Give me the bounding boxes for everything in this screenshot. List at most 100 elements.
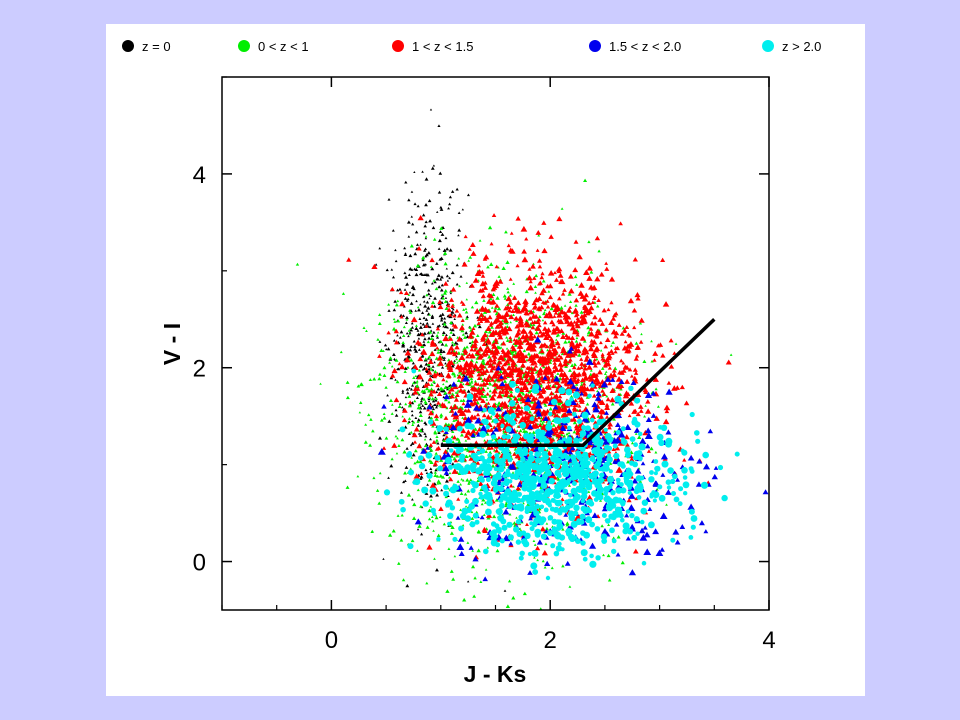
data-point (589, 521, 595, 528)
data-point (437, 299, 443, 304)
data-point (623, 339, 628, 344)
data-point (613, 452, 620, 460)
data-point (485, 432, 490, 436)
data-point (420, 348, 427, 354)
data-point (601, 307, 607, 313)
data-point (401, 407, 408, 413)
data-point (494, 264, 499, 269)
data-point (431, 365, 435, 368)
data-point (415, 263, 421, 268)
data-point (522, 409, 530, 415)
data-point (594, 526, 601, 532)
data-point (624, 451, 632, 459)
data-point (502, 439, 507, 445)
data-point (589, 270, 594, 274)
data-point (600, 428, 607, 434)
data-point (495, 405, 502, 412)
data-point (544, 526, 549, 531)
data-point (599, 349, 603, 352)
data-point (523, 432, 530, 440)
data-point (589, 372, 597, 378)
data-point (589, 413, 597, 420)
data-point (387, 309, 391, 312)
data-point (439, 349, 443, 354)
data-point (442, 522, 446, 526)
data-point (429, 494, 433, 498)
data-point (553, 393, 560, 398)
data-point (421, 486, 429, 494)
data-point (439, 226, 444, 230)
data-point (501, 462, 506, 467)
data-point (590, 300, 595, 305)
data-point (417, 368, 421, 372)
data-point (552, 357, 558, 362)
data-point (453, 374, 457, 378)
data-point (416, 423, 421, 427)
data-point (442, 335, 449, 342)
data-point (429, 467, 433, 471)
data-point (660, 472, 666, 477)
data-point (563, 339, 568, 344)
data-point (448, 337, 453, 341)
data-point (593, 450, 600, 457)
data-point (613, 333, 619, 339)
data-point (483, 254, 490, 260)
data-point (475, 460, 481, 465)
data-point (535, 319, 541, 324)
data-point (464, 310, 469, 314)
data-point (544, 344, 550, 349)
data-point (450, 286, 457, 292)
data-point (487, 357, 494, 363)
data-point (644, 427, 652, 434)
data-point (446, 446, 450, 450)
data-point (527, 355, 534, 362)
data-point (506, 503, 513, 510)
data-point (529, 526, 535, 532)
data-point (494, 453, 500, 459)
data-point (584, 418, 590, 423)
data-point (506, 325, 513, 332)
data-point (443, 320, 447, 324)
data-point (613, 311, 619, 316)
data-point (582, 320, 587, 325)
data-point (605, 394, 609, 398)
data-point (632, 454, 639, 461)
data-point (468, 255, 473, 259)
data-point (538, 367, 544, 373)
data-point (493, 306, 498, 310)
data-point (428, 219, 433, 223)
data-point (546, 368, 554, 375)
data-point (536, 451, 542, 457)
data-point (457, 439, 462, 444)
data-point (594, 381, 600, 386)
data-point (591, 512, 599, 519)
data-point (378, 471, 382, 475)
data-point (625, 467, 632, 474)
data-point (480, 369, 487, 375)
data-point (418, 428, 423, 433)
data-point (552, 347, 559, 354)
data-point (403, 370, 407, 373)
data-point (372, 377, 377, 381)
data-point (595, 360, 602, 365)
data-point (437, 124, 441, 128)
data-point (488, 394, 492, 397)
data-point (409, 345, 413, 348)
data-point (460, 328, 465, 333)
data-point (541, 319, 545, 322)
data-point (480, 502, 484, 506)
data-point (479, 487, 484, 491)
data-point (517, 375, 524, 381)
data-point (665, 503, 668, 506)
data-point (407, 293, 411, 296)
data-point (528, 366, 535, 371)
data-point (377, 436, 383, 440)
data-point (615, 429, 621, 435)
data-point (473, 381, 479, 386)
data-point (516, 343, 524, 349)
data-point (440, 441, 444, 444)
data-point (505, 352, 511, 357)
data-point (688, 508, 695, 515)
data-point (610, 437, 619, 444)
